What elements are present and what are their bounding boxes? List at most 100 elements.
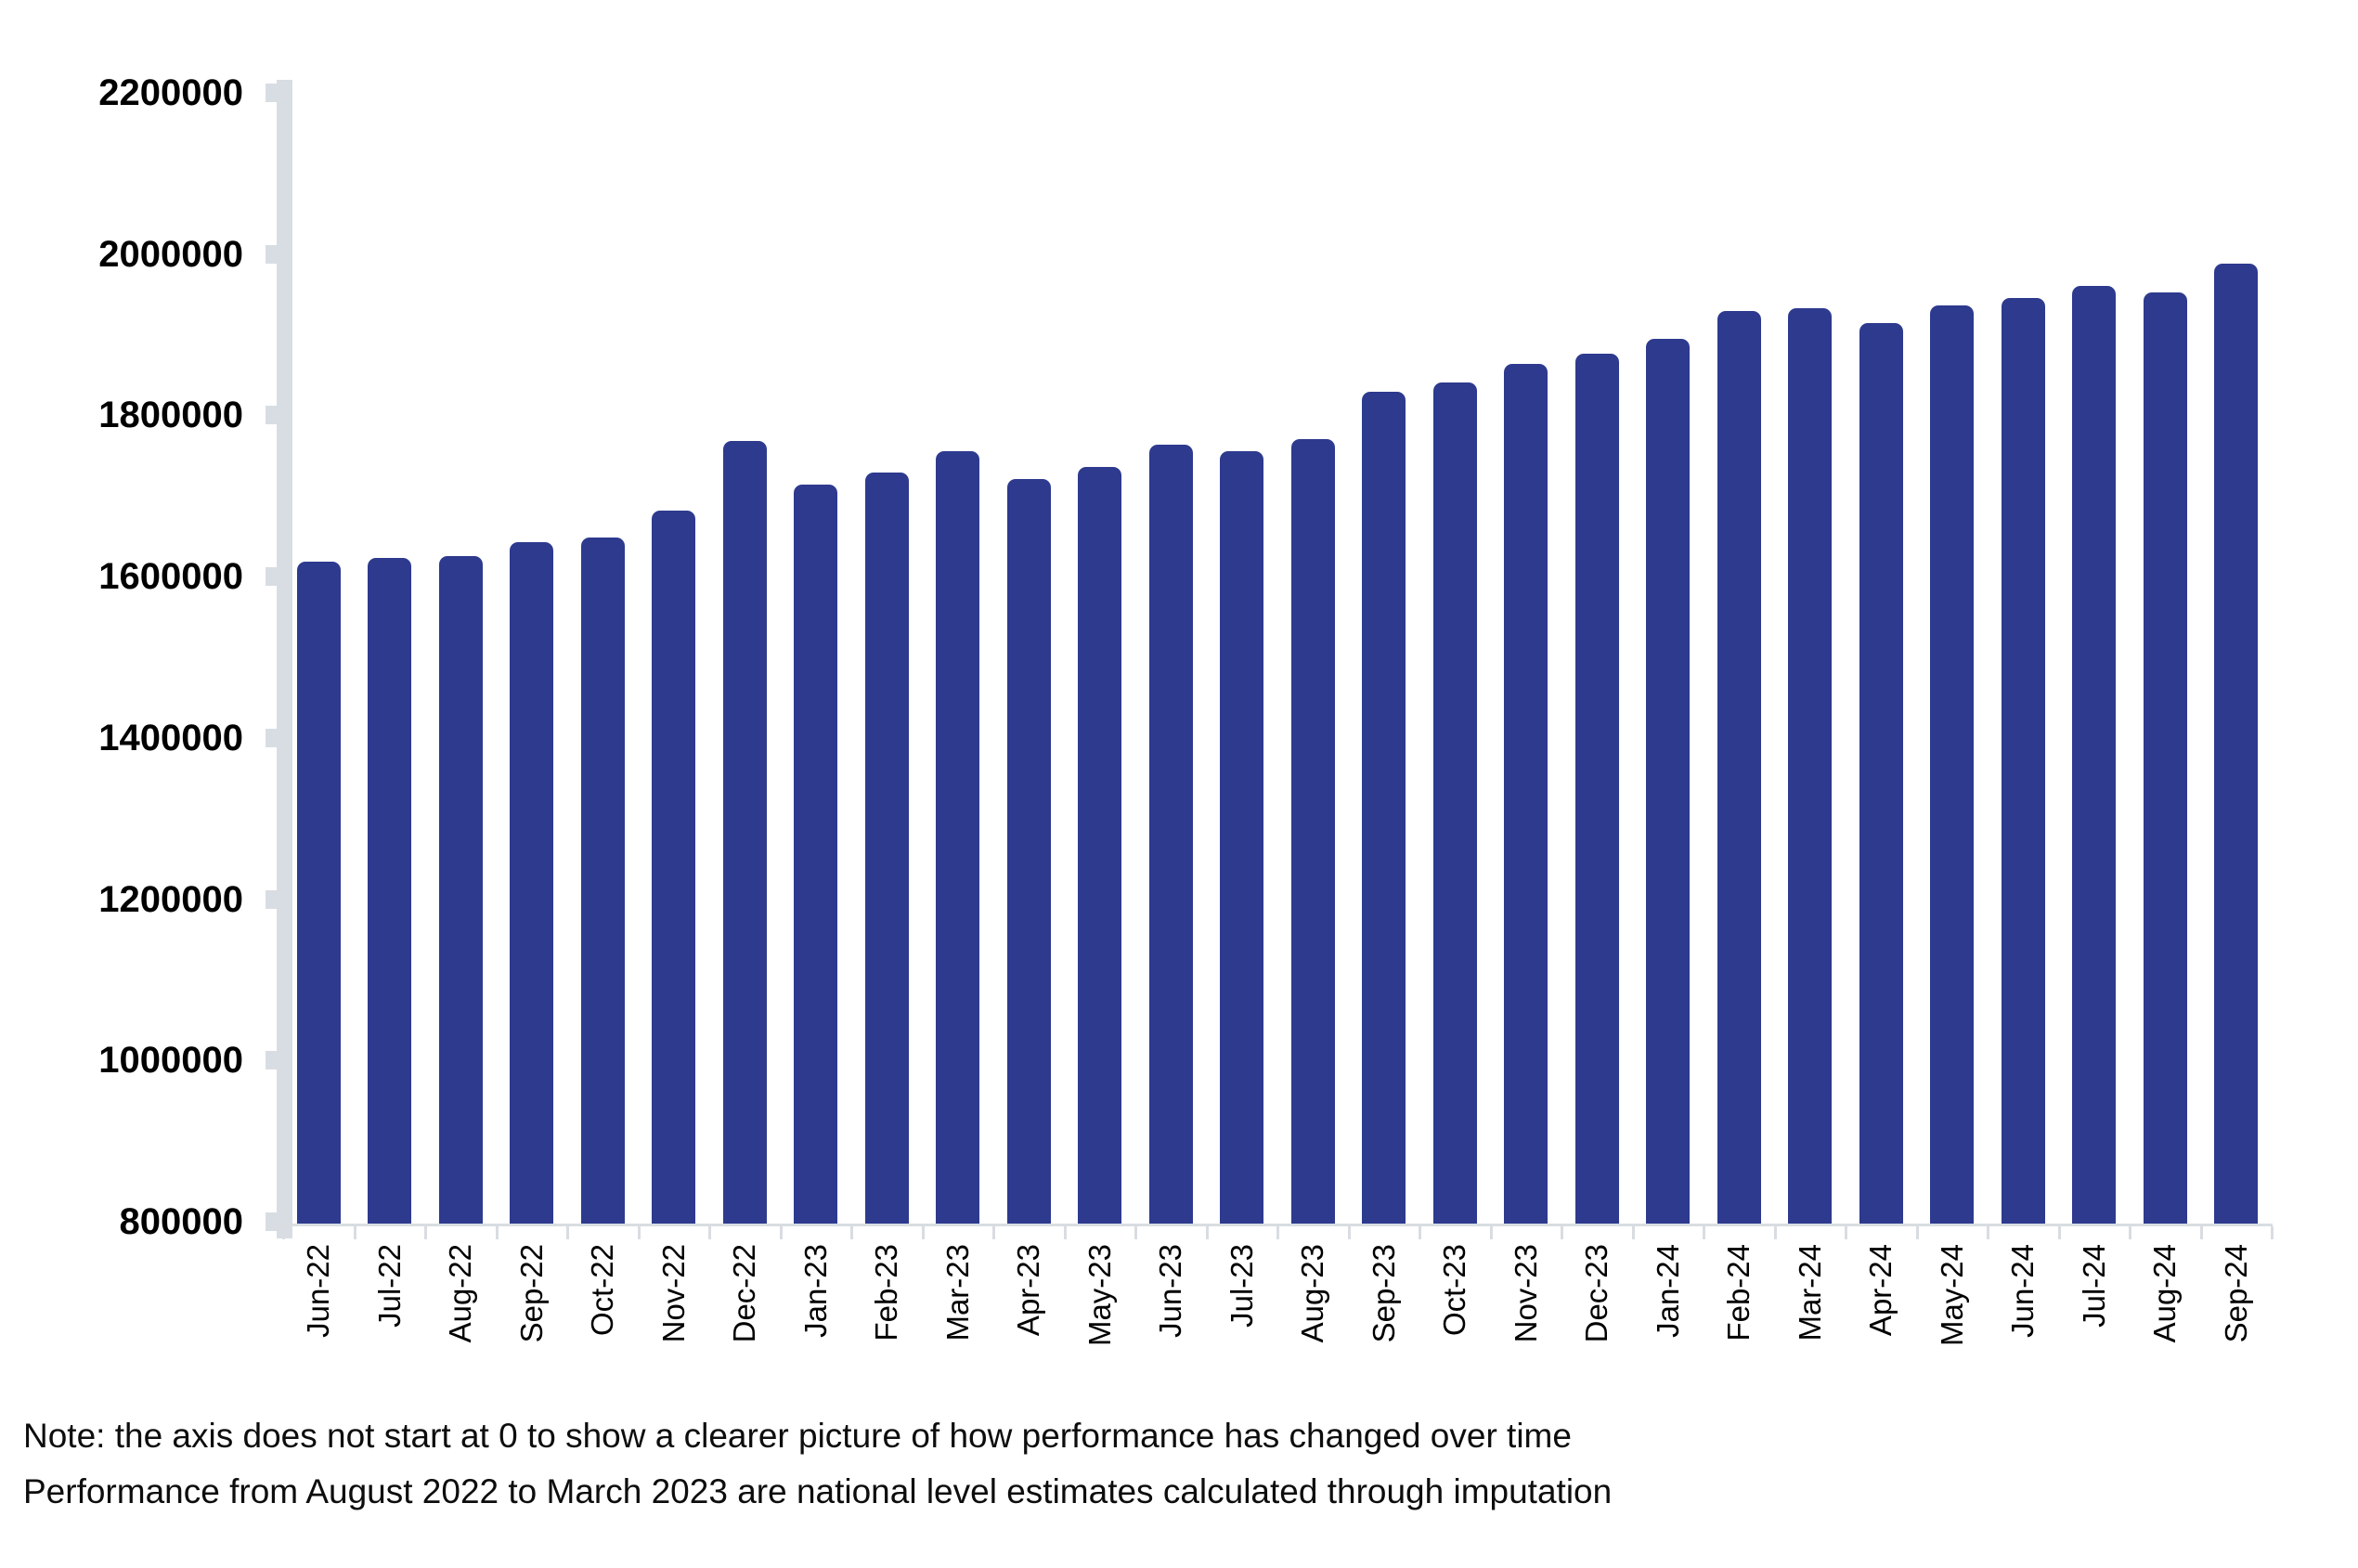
x-tick-24 xyxy=(1987,1226,1989,1239)
x-label-Sep-23: Sep-23 xyxy=(1366,1244,1401,1343)
x-label-Aug-23: Aug-23 xyxy=(1295,1244,1330,1343)
x-axis-line xyxy=(277,1224,2273,1226)
x-tick-18 xyxy=(1561,1226,1563,1239)
x-label-Dec-22: Dec-22 xyxy=(727,1244,762,1343)
x-tick-15 xyxy=(1347,1226,1351,1239)
x-label-Jul-22: Jul-22 xyxy=(371,1244,407,1328)
x-tick-25 xyxy=(2057,1226,2061,1239)
y-label-1200000: 1200000 xyxy=(98,878,243,920)
bar-Jul-22 xyxy=(368,558,412,1224)
x-label-Nov-23: Nov-23 xyxy=(1508,1244,1543,1343)
note-line-2: Performance from August 2022 to March 20… xyxy=(23,1472,1613,1510)
x-label-Dec-23: Dec-23 xyxy=(1579,1244,1614,1343)
y-label-1800000: 1800000 xyxy=(98,395,243,436)
x-tick-3 xyxy=(495,1226,499,1239)
bar-Oct-23 xyxy=(1432,382,1477,1224)
bar-Aug-23 xyxy=(1290,438,1335,1224)
x-label-Aug-22: Aug-22 xyxy=(443,1244,478,1343)
x-tick-10 xyxy=(992,1226,995,1239)
bar-Sep-23 xyxy=(1362,392,1406,1224)
x-label-Mar-23: Mar-23 xyxy=(939,1244,975,1341)
x-label-Oct-23: Oct-23 xyxy=(1437,1244,1472,1337)
x-label-Jan-23: Jan-23 xyxy=(797,1244,833,1338)
x-tick-4 xyxy=(566,1226,569,1239)
x-label-Sep-24: Sep-24 xyxy=(2218,1244,2253,1343)
x-tick-23 xyxy=(1915,1226,1919,1239)
bar-Jun-22 xyxy=(296,561,341,1224)
x-tick-12 xyxy=(1134,1226,1137,1239)
y-label-1400000: 1400000 xyxy=(98,717,243,758)
y-label-800000: 800000 xyxy=(119,1201,243,1242)
bar-Dec-22 xyxy=(722,441,767,1224)
bar-Mar-23 xyxy=(936,450,980,1224)
bar-Feb-24 xyxy=(1717,311,1761,1224)
bar-Jul-23 xyxy=(1220,450,1264,1224)
x-label-Jul-23: Jul-23 xyxy=(1224,1244,1259,1328)
x-tick-21 xyxy=(1773,1226,1777,1239)
x-tick-13 xyxy=(1205,1226,1209,1239)
x-tick-5 xyxy=(637,1226,641,1239)
x-tick-11 xyxy=(1063,1226,1067,1239)
bar-Jun-24 xyxy=(2001,297,2045,1224)
bar-Mar-24 xyxy=(1788,307,1833,1224)
y-tick-1400000 xyxy=(266,728,278,747)
x-tick-2 xyxy=(424,1226,427,1239)
y-label-1600000: 1600000 xyxy=(98,556,243,598)
y-axis-line xyxy=(277,80,292,1238)
x-label-Feb-23: Feb-23 xyxy=(869,1244,904,1341)
x-tick-17 xyxy=(1489,1226,1493,1239)
x-label-Jun-22: Jun-22 xyxy=(301,1244,336,1338)
y-label-1000000: 1000000 xyxy=(98,1040,243,1082)
x-label-Mar-24: Mar-24 xyxy=(1792,1244,1827,1341)
bar-May-23 xyxy=(1078,467,1122,1224)
x-tick-27 xyxy=(2199,1226,2203,1239)
bar-Jul-24 xyxy=(2072,285,2117,1224)
bar-Apr-23 xyxy=(1006,479,1051,1224)
note-line-1: Note: the axis does not start at 0 to sh… xyxy=(23,1417,1572,1455)
x-label-Jan-24: Jan-24 xyxy=(1650,1244,1685,1338)
y-tick-2000000 xyxy=(266,244,278,264)
bar-Sep-22 xyxy=(510,541,554,1224)
x-tick-1 xyxy=(353,1226,356,1239)
x-label-May-24: May-24 xyxy=(1934,1244,1969,1347)
x-label-Apr-23: Apr-23 xyxy=(1011,1244,1046,1337)
x-label-Feb-24: Feb-24 xyxy=(1721,1244,1756,1341)
y-tick-1600000 xyxy=(266,567,278,587)
x-label-May-23: May-23 xyxy=(1082,1244,1117,1347)
bar-Jan-23 xyxy=(794,485,838,1224)
bar-Aug-22 xyxy=(438,555,483,1224)
x-label-Sep-22: Sep-22 xyxy=(513,1244,549,1343)
x-label-Oct-22: Oct-22 xyxy=(585,1244,620,1337)
x-label-Jun-24: Jun-24 xyxy=(2005,1244,2041,1338)
bar-Jan-24 xyxy=(1646,338,1691,1224)
x-tick-7 xyxy=(779,1226,783,1239)
bar-Jun-23 xyxy=(1148,444,1193,1224)
x-label-Jul-24: Jul-24 xyxy=(2076,1244,2111,1328)
y-label-2200000: 2200000 xyxy=(98,72,243,113)
y-tick-800000 xyxy=(266,1212,278,1231)
bar-Feb-23 xyxy=(864,473,909,1224)
y-tick-1000000 xyxy=(266,1051,278,1070)
bar-Aug-24 xyxy=(2143,292,2187,1224)
x-tick-9 xyxy=(921,1226,925,1239)
x-tick-20 xyxy=(1703,1226,1705,1239)
x-tick-26 xyxy=(2129,1226,2131,1239)
x-tick-19 xyxy=(1631,1226,1635,1239)
y-tick-1200000 xyxy=(266,889,278,909)
y-label-2000000: 2000000 xyxy=(98,233,243,275)
bar-May-24 xyxy=(1930,305,1975,1224)
x-label-Nov-22: Nov-22 xyxy=(655,1244,691,1343)
x-tick-0 xyxy=(282,1226,285,1239)
x-tick-14 xyxy=(1276,1226,1279,1239)
x-label-Apr-24: Apr-24 xyxy=(1863,1244,1898,1337)
bar-Dec-23 xyxy=(1574,353,1619,1224)
x-tick-28 xyxy=(2271,1226,2274,1239)
x-label-Jun-23: Jun-23 xyxy=(1153,1244,1188,1338)
x-label-Aug-24: Aug-24 xyxy=(2147,1244,2183,1343)
bar-Nov-22 xyxy=(652,510,696,1224)
y-tick-1800000 xyxy=(266,406,278,425)
bar-Oct-22 xyxy=(580,538,625,1224)
x-tick-6 xyxy=(708,1226,711,1239)
y-tick-2200000 xyxy=(266,84,278,102)
